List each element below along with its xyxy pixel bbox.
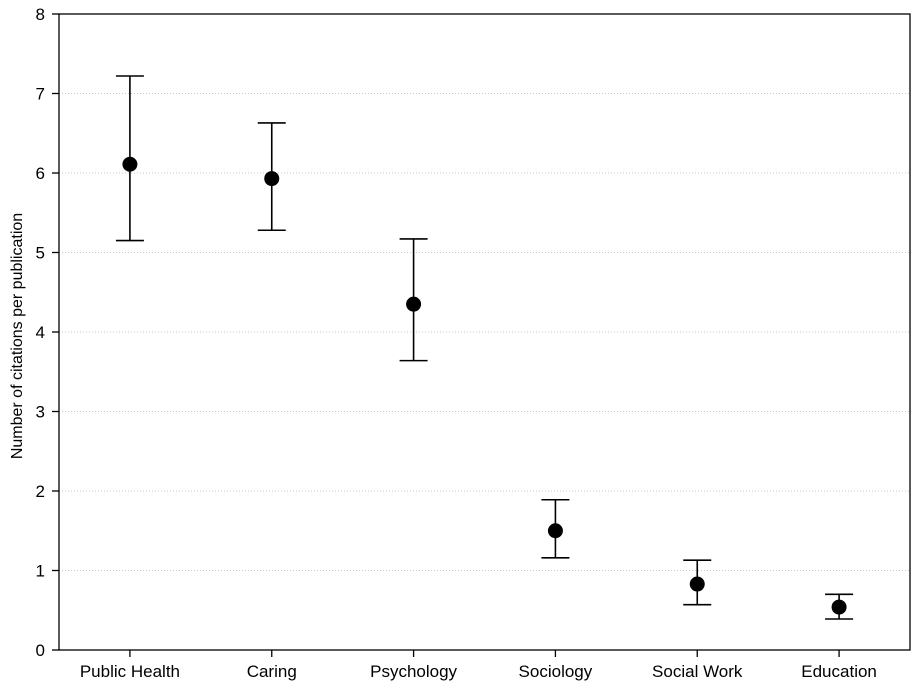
data-point <box>122 156 138 172</box>
data-point-group <box>825 593 854 620</box>
series <box>115 75 854 620</box>
y-tick-label: 0 <box>36 641 45 660</box>
y-tick-label: 6 <box>36 164 45 183</box>
y-tick-label: 7 <box>36 85 45 104</box>
x-axis: Public Health Caring Psychology Sociology So… <box>80 650 877 681</box>
data-point <box>689 576 705 592</box>
x-tick-label: Public Health <box>80 662 180 681</box>
data-point-group <box>257 122 286 232</box>
x-tick-label: Psychology <box>370 662 457 681</box>
x-tick-label: Social Work <box>652 662 743 681</box>
y-tick-label: 2 <box>36 482 45 501</box>
data-point <box>547 523 563 539</box>
y-tick-label: 8 <box>36 5 45 24</box>
y-axis-title: Number of citations per publication <box>9 213 26 459</box>
data-point <box>406 296 422 312</box>
y-tick-label: 1 <box>36 562 45 581</box>
gridlines <box>59 93 910 571</box>
y-tick-label: 5 <box>36 244 45 263</box>
data-point-group <box>541 498 570 559</box>
x-tick-label: Education <box>801 662 877 681</box>
x-tick-label: Sociology <box>519 662 593 681</box>
x-tick-label: Caring <box>247 662 297 681</box>
data-point <box>264 171 280 187</box>
y-tick-label: 3 <box>36 403 45 422</box>
data-point-group <box>683 559 712 606</box>
y-tick-label: 4 <box>36 323 45 342</box>
data-point <box>831 599 847 615</box>
data-point-group <box>399 238 428 362</box>
data-point-group <box>115 75 144 242</box>
y-axis: 0 1 2 3 4 5 6 7 8 <box>36 5 59 660</box>
